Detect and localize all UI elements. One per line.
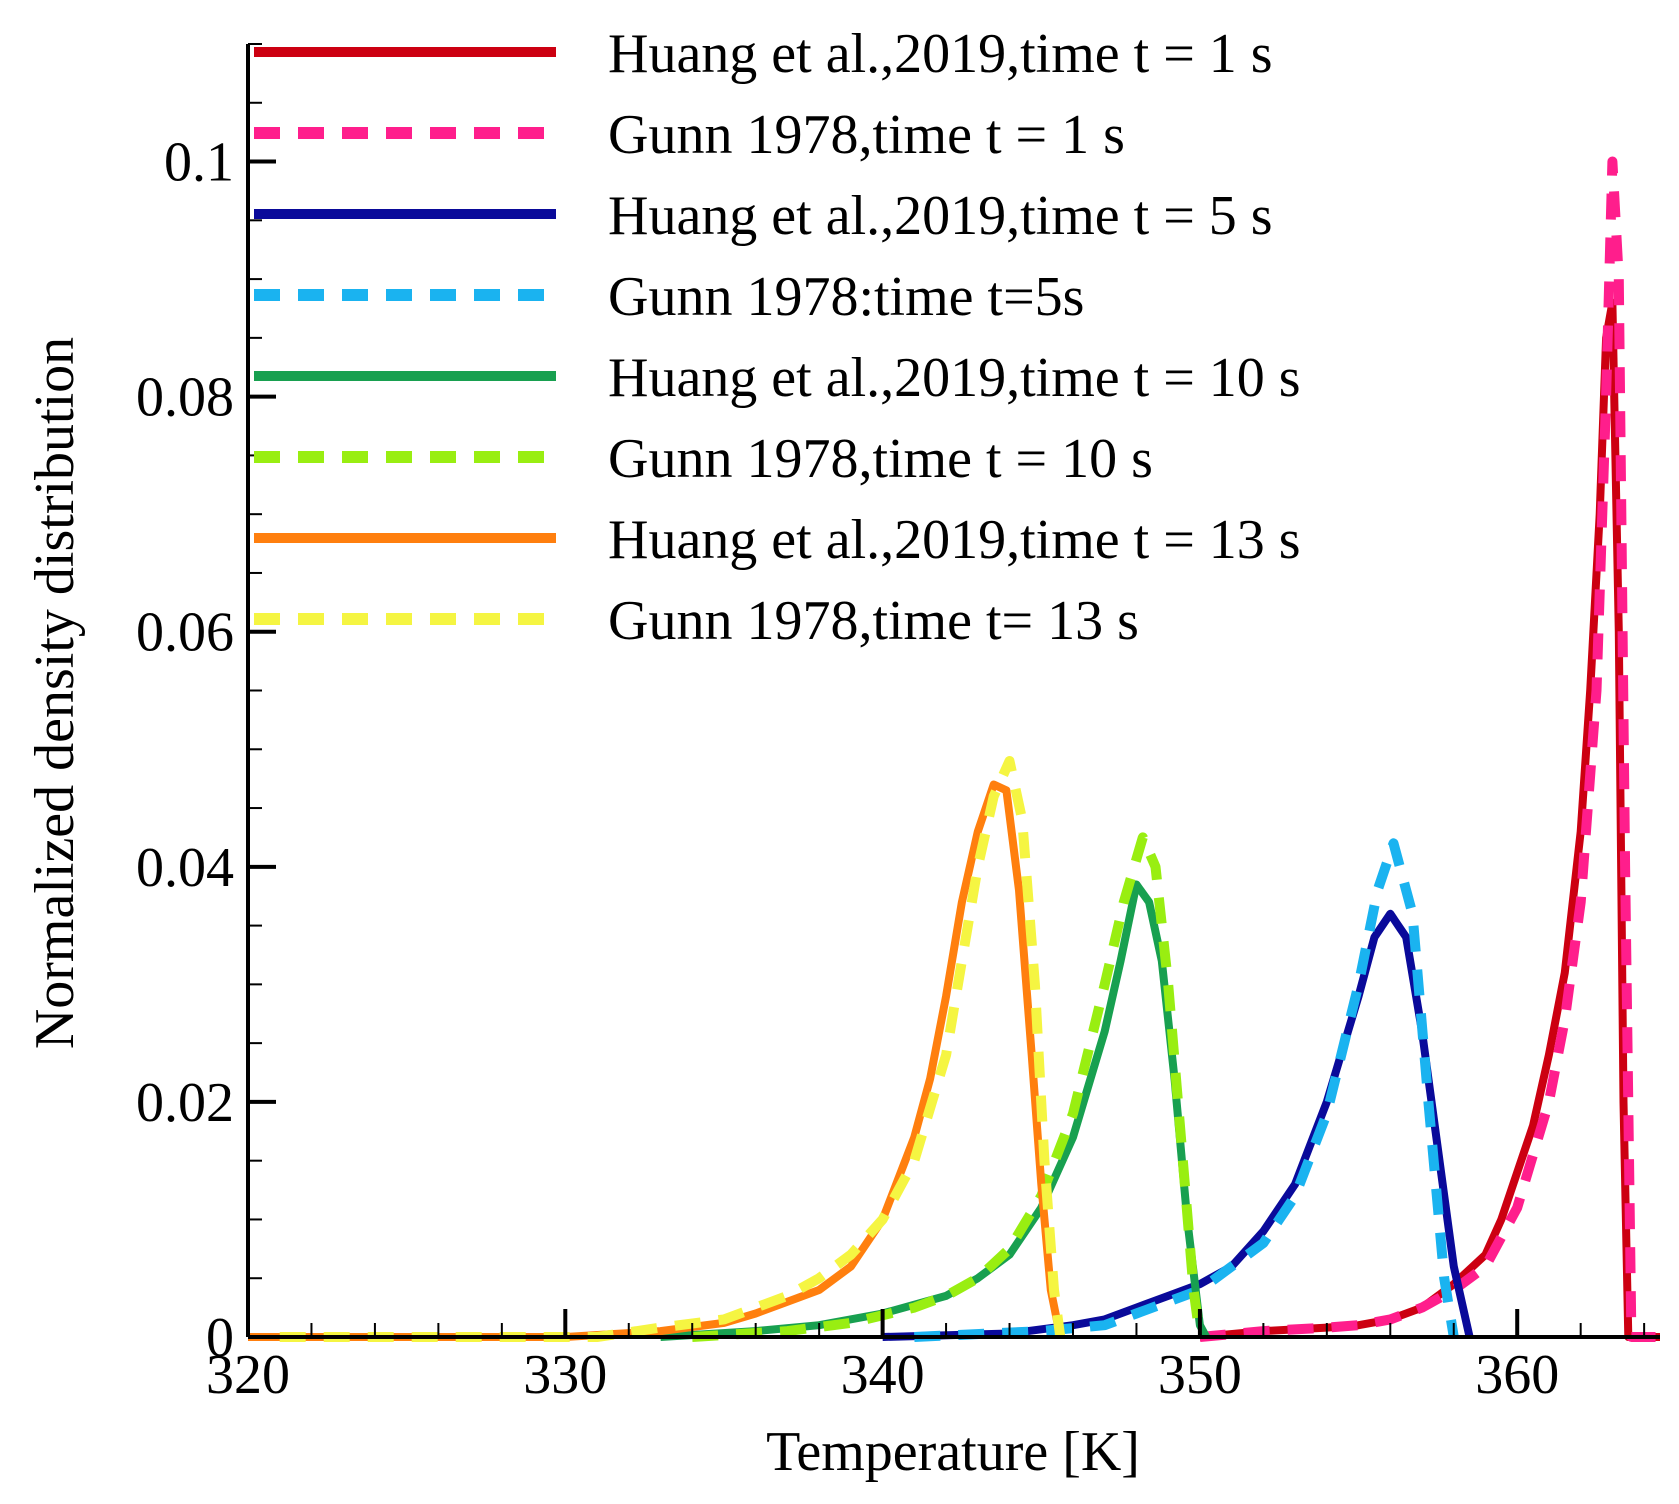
series-line-8 bbox=[279, 756, 1066, 1342]
y-tick-label: 0 bbox=[206, 1307, 234, 1369]
series-line-1 bbox=[1199, 298, 1660, 1341]
x-tick-label: 320 bbox=[206, 1344, 290, 1406]
legend-label-4: Gunn 1978:time t=5s bbox=[608, 266, 1084, 328]
axes-layer: 320 330 340 350 360 0 0.02 0.04 0.06 0.08 0.1 bbox=[136, 43, 1660, 1406]
y-tick-label: 0.1 bbox=[164, 132, 234, 194]
x-tick-label: 330 bbox=[523, 1344, 607, 1406]
legend-label-3: Huang et al.,2019,time t = 5 s bbox=[608, 185, 1273, 247]
y-tick-label: 0.06 bbox=[136, 602, 234, 664]
y-tick-label: 0.02 bbox=[136, 1072, 234, 1134]
legend-label-6: Gunn 1978,time t = 10 s bbox=[608, 428, 1153, 490]
y-tick-label: 0.08 bbox=[136, 367, 234, 429]
y-tick-label: 0.04 bbox=[136, 837, 234, 899]
legend-label-8: Gunn 1978,time t= 13 s bbox=[608, 590, 1139, 652]
legend-label-1: Huang et al.,2019,time t = 1 s bbox=[608, 23, 1273, 85]
legend-label-7: Huang et al.,2019,time t = 13 s bbox=[608, 509, 1301, 571]
x-tick-label: 350 bbox=[1158, 1344, 1242, 1406]
legend-label-2: Gunn 1978,time t = 1 s bbox=[608, 104, 1125, 166]
y-axis-title: Normalized density distribution bbox=[24, 337, 86, 1049]
series-line-4 bbox=[914, 838, 1459, 1342]
series-line-6 bbox=[691, 832, 1205, 1342]
x-tick-label: 360 bbox=[1475, 1344, 1559, 1406]
series-layer bbox=[248, 156, 1660, 1342]
x-tick-label: 340 bbox=[841, 1344, 925, 1406]
legend-label-5: Huang et al.,2019,time t = 10 s bbox=[608, 347, 1301, 409]
x-axis-title: Temperature [K] bbox=[766, 1421, 1140, 1483]
series-line-7 bbox=[248, 780, 1065, 1341]
legend: Huang et al.,2019,time t = 1 s Gunn 1978,… bbox=[254, 23, 1301, 652]
